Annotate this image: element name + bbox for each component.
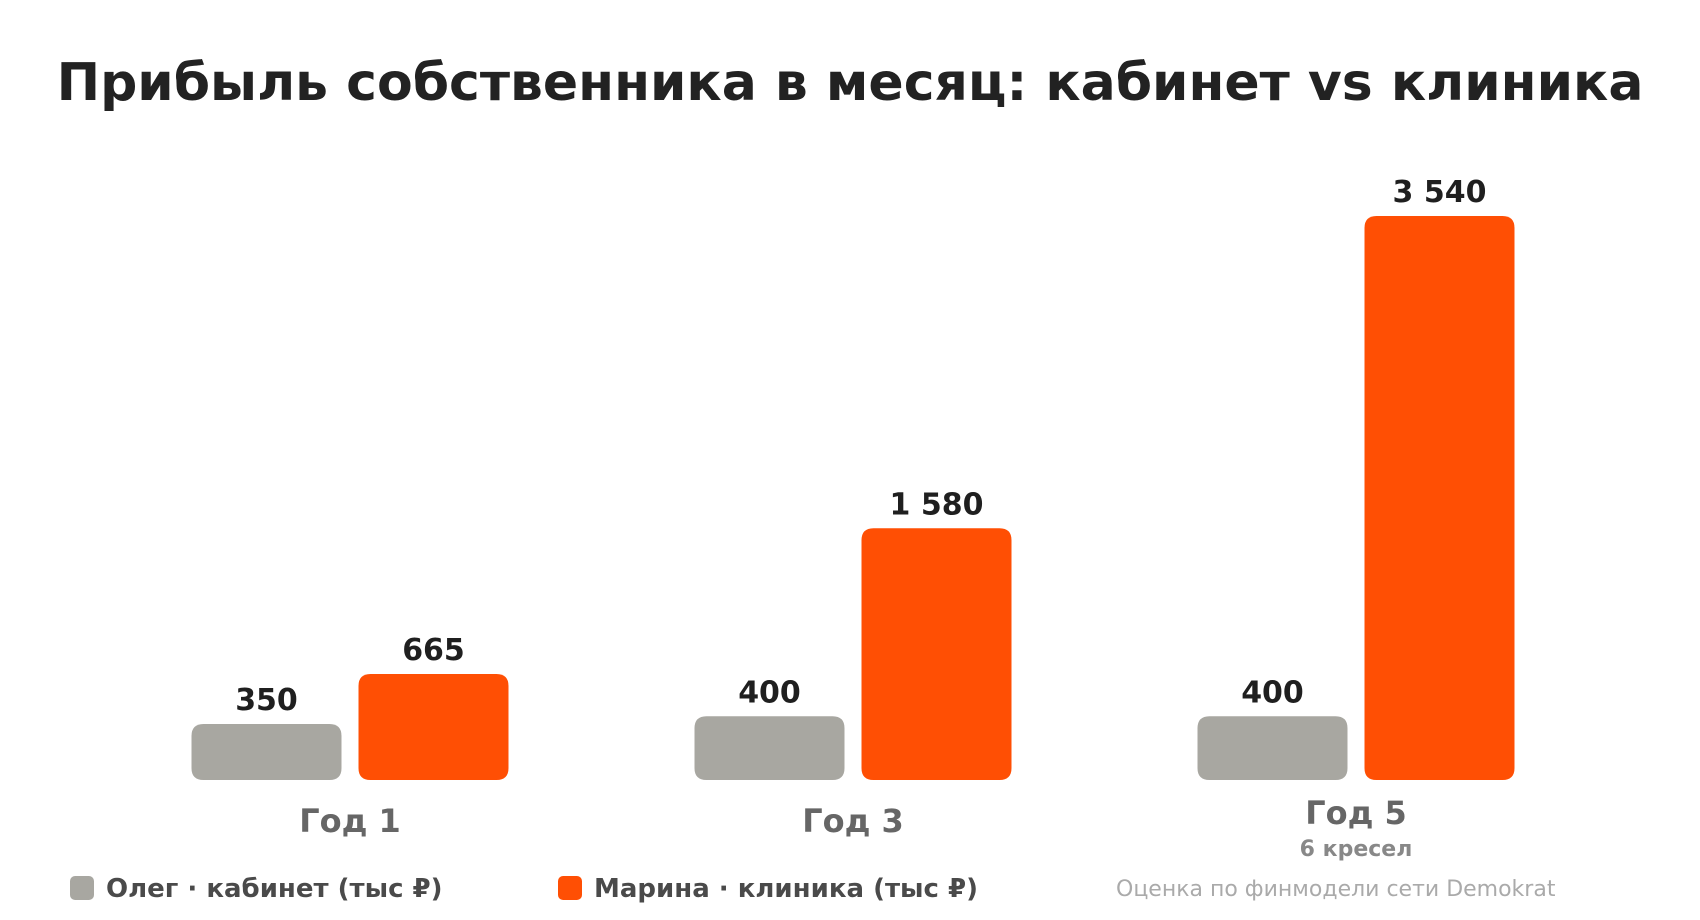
category-label-3: Год 5 xyxy=(1305,794,1407,832)
bar-oleg-3 xyxy=(1197,716,1348,780)
value-label-marina-1: 665 xyxy=(402,633,465,668)
category-label-2: Год 3 xyxy=(802,802,904,840)
value-label-oleg-3: 400 xyxy=(1241,675,1304,710)
bar-marina-1 xyxy=(358,674,509,780)
category-label-1: Год 1 xyxy=(299,802,401,840)
legend-label-marina: Марина · клиника (тыс ₽) xyxy=(594,874,978,904)
bar-oleg-1 xyxy=(191,724,342,780)
category-labels-layer: Год 1 Год 3 Год 5 6 кресел xyxy=(299,794,1412,862)
legend: Олег · кабинет (тыс ₽) Марина · клиника … xyxy=(70,874,978,904)
bars-layer xyxy=(191,216,1515,780)
chart-title: Прибыль собственника в месяц: кабинет vs… xyxy=(57,53,1644,113)
source-note: Оценка по финмодели сети Demokrat xyxy=(1116,877,1556,902)
legend-swatch-marina xyxy=(558,876,582,900)
category-sublabel-3: 6 кресел xyxy=(1300,837,1413,862)
value-label-marina-2: 1 580 xyxy=(890,487,984,522)
bar-marina-3 xyxy=(1364,216,1515,780)
bar-marina-2 xyxy=(861,528,1012,780)
legend-label-oleg: Олег · кабинет (тыс ₽) xyxy=(106,874,443,904)
legend-swatch-oleg xyxy=(70,876,94,900)
bar-oleg-2 xyxy=(694,716,845,780)
value-label-oleg-1: 350 xyxy=(235,683,298,718)
value-label-oleg-2: 400 xyxy=(738,675,801,710)
value-labels-layer: 350 665 400 1 580 400 3 540 xyxy=(235,175,1486,718)
value-label-marina-3: 3 540 xyxy=(1393,175,1487,210)
